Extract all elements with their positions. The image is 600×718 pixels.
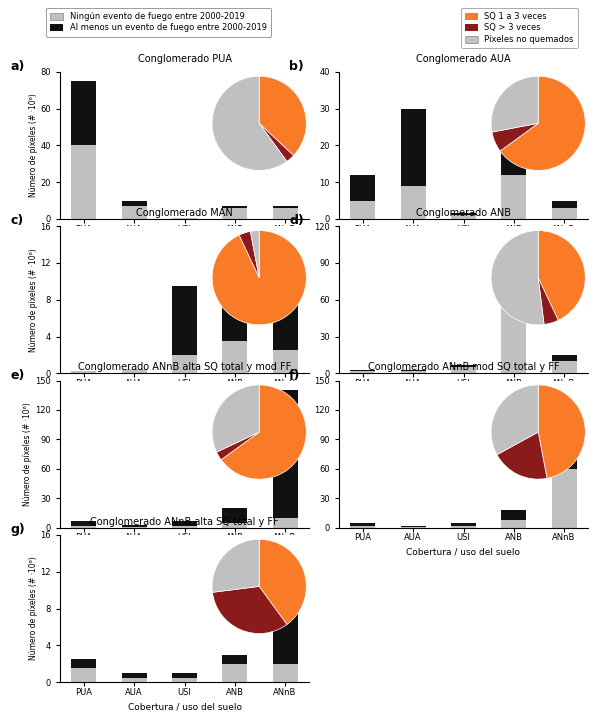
Bar	[122, 206, 147, 219]
Bar	[71, 145, 97, 219]
Bar	[350, 174, 376, 200]
Bar	[272, 208, 298, 219]
Title: Conglomerado MAN: Conglomerado MAN	[136, 208, 233, 218]
Bar	[222, 341, 247, 373]
Text: c): c)	[10, 215, 23, 228]
Bar	[172, 286, 197, 355]
Bar	[272, 295, 298, 350]
Bar	[350, 371, 376, 373]
Text: e): e)	[10, 369, 25, 382]
X-axis label: Cobertura / uso del suelo: Cobertura / uso del suelo	[128, 702, 241, 712]
Bar	[71, 521, 97, 526]
Text: a): a)	[10, 60, 25, 73]
Bar	[172, 526, 197, 528]
Title: Conglomerado ANB: Conglomerado ANB	[416, 208, 511, 218]
Bar	[122, 673, 147, 678]
Bar	[451, 523, 476, 526]
Bar	[350, 526, 376, 528]
Bar	[350, 370, 376, 371]
Bar	[172, 355, 197, 373]
Bar	[122, 525, 147, 527]
Title: Conglomerado AUA: Conglomerado AUA	[416, 54, 511, 64]
Bar	[451, 215, 476, 219]
Bar	[551, 469, 577, 528]
Text: d): d)	[289, 215, 304, 228]
Bar	[501, 153, 526, 174]
Text: g): g)	[10, 523, 25, 536]
Bar	[272, 350, 298, 373]
Bar	[501, 174, 526, 219]
Text: b): b)	[289, 60, 304, 73]
Bar	[222, 523, 247, 528]
Bar	[222, 655, 247, 663]
Y-axis label: Número de píxeles (# ·10⁶): Número de píxeles (# ·10⁶)	[29, 248, 38, 352]
Bar	[272, 391, 298, 518]
Y-axis label: Número de píxeles (# ·10⁶): Número de píxeles (# ·10⁶)	[29, 556, 38, 661]
Bar	[451, 213, 476, 215]
Bar	[172, 678, 197, 682]
Title: Conglomerado ANnB alta SQ total y FF: Conglomerado ANnB alta SQ total y FF	[90, 517, 279, 527]
Bar	[551, 405, 577, 469]
Bar	[71, 370, 97, 373]
Bar	[122, 678, 147, 682]
Bar	[272, 518, 298, 528]
Bar	[222, 268, 247, 341]
Bar	[551, 208, 577, 219]
Bar	[122, 369, 147, 373]
Bar	[172, 673, 197, 678]
Bar	[401, 186, 426, 219]
Y-axis label: Número de píxeles (# ·10⁶): Número de píxeles (# ·10⁶)	[29, 93, 38, 197]
Bar	[71, 81, 97, 145]
Bar	[551, 361, 577, 373]
Bar	[172, 521, 197, 526]
Bar	[172, 218, 197, 219]
Bar	[350, 200, 376, 219]
Bar	[71, 668, 97, 682]
Bar	[401, 371, 426, 373]
Bar	[451, 367, 476, 373]
Bar	[401, 370, 426, 371]
Y-axis label: Número de píxeles (# ·10⁶): Número de píxeles (# ·10⁶)	[23, 402, 32, 506]
Legend: SQ 1 a 3 veces, SQ > 3 veces, Píxeles no quemados: SQ 1 a 3 veces, SQ > 3 veces, Píxeles no…	[461, 8, 578, 48]
Bar	[501, 300, 526, 373]
Bar	[71, 526, 97, 528]
Title: Conglomerado PUA: Conglomerado PUA	[137, 54, 232, 64]
Bar	[272, 663, 298, 682]
Title: Conglomerado ANnB alta SQ total y mod FF: Conglomerado ANnB alta SQ total y mod FF	[78, 363, 291, 373]
Bar	[551, 200, 577, 208]
Bar	[122, 200, 147, 206]
Bar	[222, 208, 247, 219]
Bar	[501, 510, 526, 520]
Bar	[451, 526, 476, 528]
Bar	[272, 206, 298, 208]
Bar	[222, 206, 247, 208]
Title: Conglomerado ANnB mod SQ total y FF: Conglomerado ANnB mod SQ total y FF	[368, 363, 559, 373]
Bar	[71, 659, 97, 668]
Bar	[551, 355, 577, 361]
X-axis label: Cobertura / uso del suelo: Cobertura / uso del suelo	[407, 548, 521, 557]
Bar	[501, 520, 526, 528]
Bar	[401, 526, 426, 527]
Legend: Ningún evento de fuego entre 2000-2019, Al menos un evento de fuego entre 2000-2: Ningún evento de fuego entre 2000-2019, …	[46, 8, 271, 37]
Bar	[122, 527, 147, 528]
Bar	[222, 508, 247, 523]
Bar	[222, 663, 247, 682]
Bar	[401, 108, 426, 186]
Bar	[501, 263, 526, 300]
Bar	[401, 527, 426, 528]
Bar	[350, 523, 376, 526]
Bar	[272, 572, 298, 663]
Text: f): f)	[289, 369, 301, 382]
Bar	[451, 365, 476, 367]
